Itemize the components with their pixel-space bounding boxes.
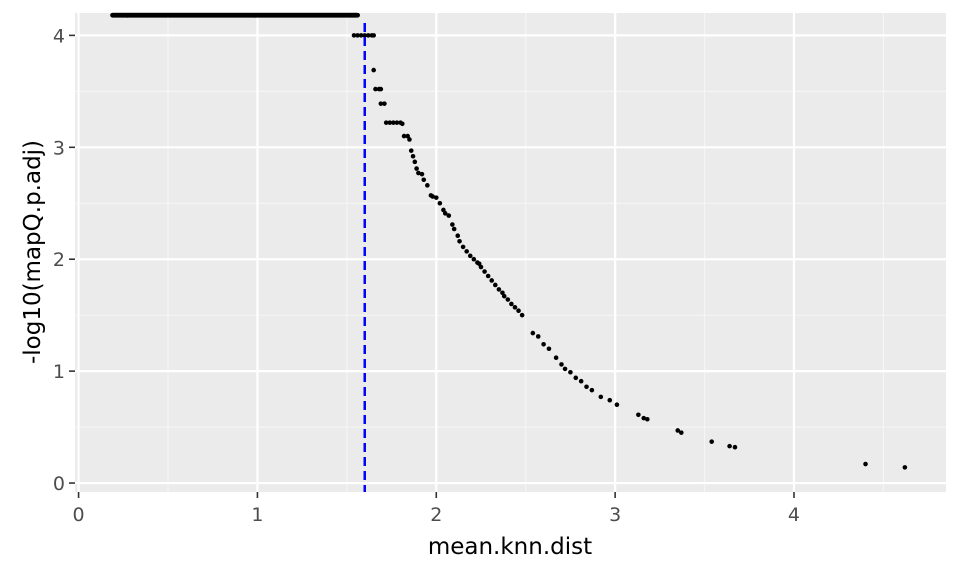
data-point [451, 226, 457, 232]
y-tick-label: 2 [53, 249, 65, 271]
data-point [645, 416, 650, 422]
major-gridlines [75, 13, 946, 492]
data-point [383, 120, 389, 125]
data-point [598, 394, 604, 400]
data-point [478, 264, 484, 270]
data-point [410, 153, 416, 159]
data-point [455, 233, 461, 239]
data-point [416, 170, 421, 176]
data-point [546, 346, 552, 352]
data-point [485, 273, 491, 279]
data-point [902, 465, 908, 470]
data-point [636, 412, 641, 418]
y-tick-label: 1 [53, 361, 65, 383]
data-point [373, 86, 378, 92]
data-point [709, 439, 715, 444]
data-point [562, 366, 568, 372]
x-tick-label: 0 [73, 504, 85, 526]
data-point [578, 378, 584, 384]
data-point [457, 239, 462, 244]
data-point [387, 120, 393, 125]
data-point [442, 211, 448, 216]
data-point [391, 120, 396, 125]
data-point [482, 269, 487, 274]
y-axis: 0 1 2 3 4 [53, 25, 75, 495]
data-point [505, 297, 511, 302]
data-point [607, 397, 613, 403]
data-point [401, 133, 407, 139]
data-point [407, 137, 412, 142]
data-point [589, 387, 595, 393]
y-tick-label: 4 [53, 25, 65, 47]
data-point [394, 120, 400, 125]
data-point [471, 256, 477, 262]
data-point [530, 330, 536, 336]
data-point [371, 67, 376, 73]
data-point [450, 222, 455, 227]
data-point [355, 33, 360, 38]
data-point [509, 301, 514, 307]
x-tick-label: 1 [251, 504, 263, 526]
data-point [421, 177, 427, 183]
y-tick-label: 0 [53, 473, 65, 495]
x-axis: 0 1 2 3 4 [73, 492, 800, 526]
data-point [399, 121, 405, 127]
data-point [437, 200, 443, 206]
data-point [568, 369, 573, 375]
data-point [501, 293, 507, 299]
data-point [489, 278, 495, 283]
data-point [366, 33, 371, 38]
data-point [614, 402, 620, 408]
y-axis-title: -log10(mapQ.p.adj) [20, 140, 46, 364]
data-point [378, 101, 384, 106]
minor-gridlines [75, 13, 946, 492]
data-point [541, 341, 546, 347]
data-point [492, 282, 498, 288]
data-point [408, 148, 414, 153]
data-point [584, 384, 589, 390]
data-point [446, 213, 452, 218]
data-point [467, 253, 473, 259]
x-tick-label: 4 [788, 504, 800, 526]
data-point [358, 33, 364, 38]
data-point [553, 355, 559, 361]
data-point [362, 33, 368, 38]
data-point [519, 312, 525, 318]
data-point [355, 12, 360, 18]
x-tick-label: 3 [609, 504, 621, 526]
data-point [675, 428, 681, 433]
data-point [573, 375, 579, 381]
data-point [732, 444, 738, 450]
x-tick-label: 2 [430, 504, 442, 526]
data-point [679, 430, 684, 435]
plot-panel [75, 13, 946, 492]
data-point [425, 183, 430, 188]
data-point [535, 334, 541, 339]
data-points [110, 12, 908, 470]
data-point [414, 166, 419, 171]
x-axis-title: mean.knn.dist [428, 534, 592, 560]
data-point [641, 415, 647, 421]
data-point [516, 308, 521, 313]
data-point [382, 101, 387, 106]
data-point [430, 194, 436, 199]
data-point [559, 362, 564, 367]
data-point [512, 305, 518, 310]
data-point [464, 249, 469, 254]
y-tick-label: 3 [53, 137, 65, 159]
data-point [351, 33, 357, 38]
data-point [412, 159, 418, 165]
data-point [433, 195, 439, 200]
data-point [863, 461, 868, 467]
data-point [496, 287, 502, 292]
data-point [727, 443, 732, 449]
data-point [378, 86, 384, 92]
data-point [419, 171, 425, 177]
data-point [460, 244, 466, 250]
data-point [371, 33, 376, 38]
